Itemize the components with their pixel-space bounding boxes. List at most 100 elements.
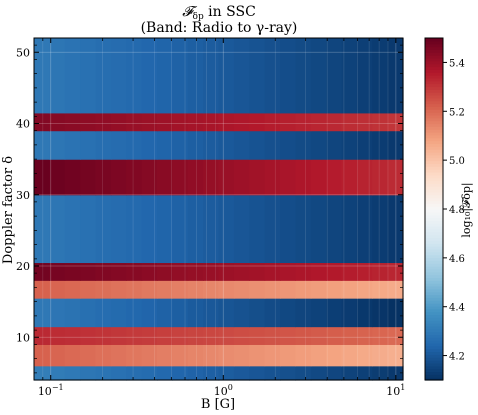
colorbar-segment xyxy=(425,114,443,119)
colorbar-segment xyxy=(425,211,443,216)
heatmap-cell xyxy=(34,130,50,160)
heatmap-cell xyxy=(264,38,281,114)
heatmap-cell xyxy=(326,130,343,160)
heatmap-cell xyxy=(172,365,189,381)
heatmap-cell xyxy=(95,326,112,345)
heatmap-cell xyxy=(341,38,358,114)
heatmap-cell xyxy=(310,365,327,381)
colorbar-segment xyxy=(425,297,443,301)
heatmap-cell xyxy=(64,159,81,196)
heatmap-cell xyxy=(126,280,143,299)
heatmap-cell xyxy=(80,194,97,264)
heatmap-cell xyxy=(264,262,281,281)
colorbar-segment xyxy=(425,77,443,82)
colorbar-segment xyxy=(425,248,443,253)
colorbar-segment xyxy=(425,254,443,259)
y-tick-label: 50 xyxy=(16,46,30,59)
heatmap-cell xyxy=(64,365,81,381)
heatmap-cell xyxy=(95,38,112,114)
heatmap-cell xyxy=(110,280,127,299)
chart-title-line2: (Band: Radio to γ-ray) xyxy=(141,20,298,36)
colorbar-segment xyxy=(425,303,443,307)
heatmap-cell xyxy=(187,194,204,264)
heatmap-cell xyxy=(49,112,66,132)
heatmap-cell xyxy=(172,38,189,114)
colorbar-segment xyxy=(425,49,443,53)
heatmap-cell xyxy=(34,280,50,299)
heatmap-cell xyxy=(141,262,158,281)
heatmap-cell xyxy=(310,298,327,328)
heatmap-cell xyxy=(187,344,204,367)
heatmap-cell xyxy=(80,326,97,345)
heatmap-cell xyxy=(295,280,312,299)
colorbar-segment xyxy=(425,134,443,139)
heatmap-cell xyxy=(172,280,189,299)
heatmap-cell xyxy=(387,194,404,264)
colorbar-segment xyxy=(425,129,443,133)
heatmap-cell xyxy=(249,130,266,160)
colorbar-segment xyxy=(425,305,443,310)
heatmap-cell xyxy=(80,344,97,367)
colorbar-segment xyxy=(425,197,443,202)
heatmap-cell xyxy=(295,194,312,264)
colorbar-segment xyxy=(425,277,443,281)
colorbar-segment xyxy=(425,371,443,375)
colorbar-segment xyxy=(425,132,443,136)
heatmap-cell xyxy=(172,112,189,132)
colorbar-segment xyxy=(425,263,443,267)
heatmap-cell xyxy=(356,130,373,160)
colorbar-segment xyxy=(425,317,443,321)
heatmap-cell xyxy=(356,159,373,196)
colorbar-segment xyxy=(425,80,443,85)
heatmap-cell xyxy=(233,159,250,196)
heatmap-cell xyxy=(126,38,143,114)
heatmap-cell xyxy=(203,365,220,381)
heatmap-cell xyxy=(126,194,143,264)
heatmap-cell xyxy=(203,159,220,196)
colorbar-segment xyxy=(425,152,443,156)
heatmap-cell xyxy=(64,298,81,328)
heatmap-cell xyxy=(310,194,327,264)
colorbar-tick-label: 4.8 xyxy=(449,205,465,216)
colorbar-segment xyxy=(425,183,443,187)
colorbar-segment xyxy=(425,334,443,338)
colorbar-segment xyxy=(425,337,443,341)
heatmap-cell xyxy=(203,262,220,281)
colorbar-segment xyxy=(425,174,443,179)
colorbar-segment xyxy=(425,231,443,236)
colorbar-segment xyxy=(425,283,443,287)
heatmap-cell xyxy=(187,130,204,160)
heatmap-cell xyxy=(326,298,343,328)
colorbar-segment xyxy=(425,325,443,330)
heatmap-cell xyxy=(356,344,373,367)
colorbar-segment xyxy=(425,92,443,96)
heatmap-cell xyxy=(34,344,50,367)
colorbar-segment xyxy=(425,308,443,313)
heatmap-cell xyxy=(34,365,50,381)
colorbar-segment xyxy=(425,220,443,224)
colorbar-segment xyxy=(425,206,443,210)
colorbar-segment xyxy=(425,268,443,273)
heatmap-cell xyxy=(356,326,373,345)
heatmap-cell xyxy=(326,112,343,132)
colorbar-segment xyxy=(425,285,443,290)
heatmap-cell xyxy=(218,344,235,367)
heatmap-cell xyxy=(203,112,220,132)
colorbar-segment xyxy=(425,46,443,50)
heatmap-cell xyxy=(264,326,281,345)
colorbar-segment xyxy=(425,189,443,193)
heatmap-cell xyxy=(34,262,50,281)
plot-frame xyxy=(33,37,404,381)
x-tick-label: 101 xyxy=(386,383,405,398)
heatmap-cell xyxy=(141,365,158,381)
heatmap-cell xyxy=(264,159,281,196)
heatmap-cell xyxy=(233,280,250,299)
heatmap-cell xyxy=(341,194,358,264)
colorbar-segment xyxy=(425,112,443,116)
heatmap-cell xyxy=(264,298,281,328)
colorbar-segment xyxy=(425,177,443,182)
x-axis-label: B [G] xyxy=(201,397,235,412)
heatmap-cell xyxy=(157,365,173,381)
heatmap-cell xyxy=(141,326,158,345)
heatmap-cell xyxy=(341,130,358,160)
